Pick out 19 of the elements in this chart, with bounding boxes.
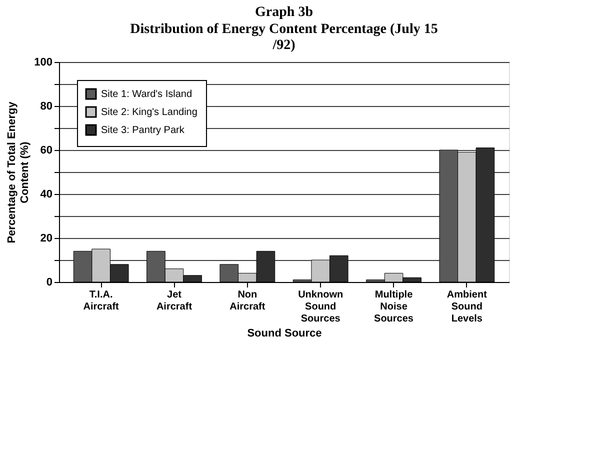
y-tick-label: 100 [34,56,52,68]
legend-label: Site 2: King's Landing [101,107,198,118]
x-axis-title: Sound Source [247,328,322,340]
y-tick-label: 0 [46,276,52,288]
legend-label: Site 3: Pantry Park [101,125,186,136]
y-tick-label: 80 [40,100,52,112]
x-tick-label: Ambient Sound Levels [446,290,488,324]
y-tick-label: 40 [40,188,52,200]
chart-subtitle: Distribution of Energy Content Percentage (July 15 /92) [130,22,438,53]
x-tick-label: Jet Aircraft [156,290,193,312]
chart-title: Graph 3b [255,5,314,20]
x-tick-label: Unknown Sound Sources [298,290,344,324]
y-tick-label: 20 [40,232,52,244]
x-tick-label: T.I.A. Aircraft [83,290,120,312]
x-tick-label: Non Aircraft [230,290,266,312]
legend-label: Site 1: Ward's Island [101,89,192,100]
y-tick-label: 60 [40,144,52,156]
y-axis-title: Percentage of Total Energy Content (%) [6,100,32,244]
x-tick-label: Multiple Noise Sources [374,290,414,324]
